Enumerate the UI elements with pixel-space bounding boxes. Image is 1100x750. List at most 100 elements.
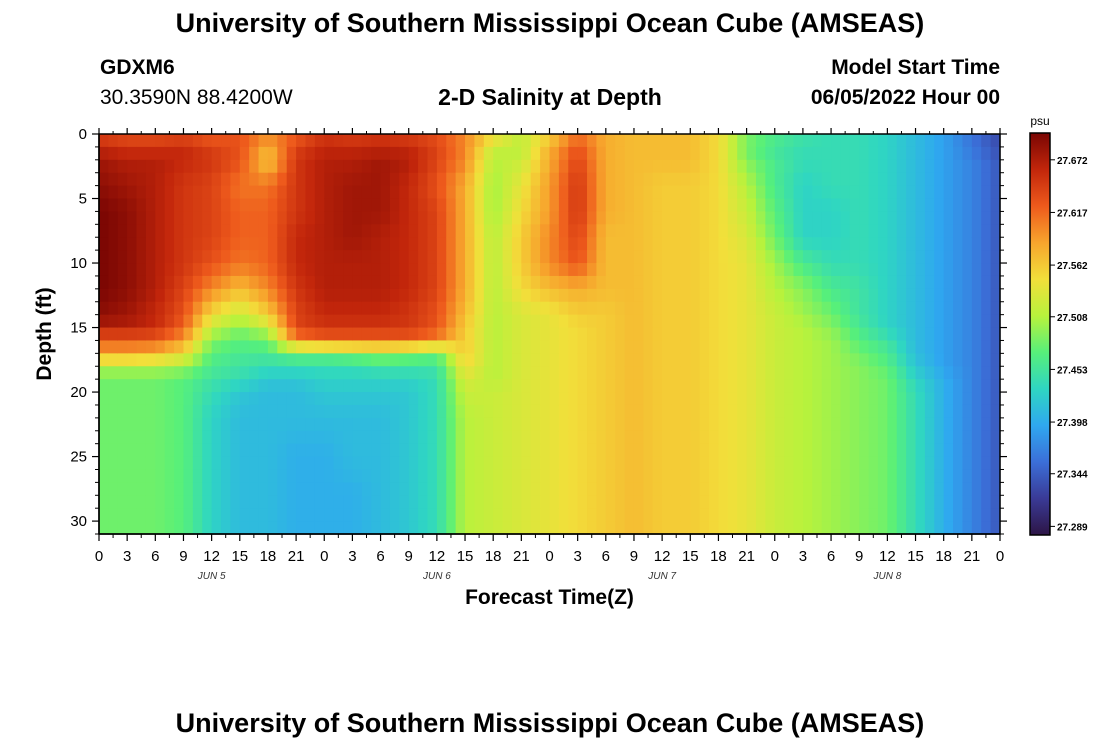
heatmap-cell <box>709 508 720 522</box>
heatmap-cell <box>483 185 494 200</box>
heatmap-cell <box>361 443 372 458</box>
heatmap-cell <box>718 224 729 238</box>
heatmap-cell <box>549 301 560 316</box>
heatmap-cell <box>962 366 973 380</box>
heatmap-cell <box>446 443 457 458</box>
heatmap-cell <box>127 379 138 393</box>
heatmap-cell <box>680 417 691 432</box>
heatmap-cell <box>211 314 222 329</box>
heatmap-cell <box>136 327 147 342</box>
heatmap-cell <box>258 211 269 225</box>
heatmap-cell <box>587 288 598 303</box>
heatmap-cell <box>558 288 569 303</box>
heatmap-cell <box>953 134 964 148</box>
heatmap-cell <box>277 314 288 329</box>
heatmap-cell <box>493 185 504 200</box>
heatmap-cell <box>774 146 785 161</box>
heatmap-cell <box>868 159 879 174</box>
heatmap-cell <box>568 404 579 419</box>
heatmap-cell <box>662 146 673 161</box>
heatmap-cell <box>877 366 888 380</box>
heatmap-cell <box>521 288 532 303</box>
heatmap-cell <box>408 146 419 161</box>
heatmap-cell <box>399 379 410 393</box>
heatmap-cell <box>408 250 419 264</box>
heatmap-cell <box>343 314 354 329</box>
heatmap-cell <box>981 521 992 535</box>
heatmap-cell <box>549 404 560 419</box>
heatmap-cell <box>587 314 598 329</box>
heatmap-cell <box>549 185 560 200</box>
heatmap-cell <box>793 250 804 264</box>
heatmap-cell <box>436 456 447 471</box>
heatmap-cell <box>690 159 701 174</box>
heatmap-cell <box>868 301 879 316</box>
heatmap-cell <box>258 456 269 471</box>
heatmap-cell <box>465 495 476 509</box>
heatmap-cell <box>108 224 119 238</box>
heatmap-cell <box>615 198 626 213</box>
heatmap-cell <box>784 508 795 522</box>
heatmap-cell <box>765 379 776 393</box>
heatmap-cell <box>305 404 316 419</box>
heatmap-cell <box>221 198 231 213</box>
heatmap-cell <box>868 314 879 329</box>
heatmap-cell <box>333 379 344 393</box>
heatmap-cell <box>784 469 795 483</box>
heatmap-cell <box>239 237 250 251</box>
heatmap-cell <box>605 353 616 367</box>
heatmap-cell <box>211 379 222 393</box>
heatmap-cell <box>868 275 879 290</box>
heatmap-cell <box>296 198 307 213</box>
heatmap-cell <box>605 430 616 445</box>
heatmap-cell <box>821 495 832 509</box>
heatmap-cell <box>690 172 701 187</box>
heatmap-cell <box>192 456 203 471</box>
heatmap-cell <box>549 379 560 393</box>
heatmap-cell <box>258 301 269 316</box>
heatmap-cell <box>633 430 644 445</box>
heatmap-cell <box>690 430 701 445</box>
heatmap-cell <box>549 392 560 406</box>
heatmap-cell <box>361 353 372 367</box>
heatmap-cell <box>174 185 185 200</box>
heatmap-cell <box>615 392 626 406</box>
heatmap-cell <box>455 275 466 290</box>
heatmap-cell <box>971 495 982 509</box>
heatmap-cell <box>577 275 588 290</box>
heatmap-cell <box>962 353 973 367</box>
heatmap-cell <box>127 392 138 406</box>
heatmap-cell <box>718 288 729 303</box>
heatmap-cell <box>408 508 419 522</box>
heatmap-cell <box>380 443 391 458</box>
heatmap-cell <box>633 379 644 393</box>
heatmap-cell <box>859 224 870 238</box>
heatmap-cell <box>746 430 757 445</box>
heatmap-cell <box>352 482 363 496</box>
heatmap-cell <box>183 224 194 238</box>
model-start-label: Model Start Time <box>831 56 1000 79</box>
heatmap-cell <box>652 366 663 380</box>
heatmap-cell <box>502 134 513 148</box>
heatmap-cell <box>943 353 954 367</box>
heatmap-cell <box>117 134 128 148</box>
heatmap-cell <box>934 456 945 471</box>
heatmap-cell <box>943 211 954 225</box>
heatmap-cell <box>371 327 382 342</box>
heatmap-cell <box>399 521 410 535</box>
heatmap-cell <box>455 430 466 445</box>
heatmap-cell <box>793 314 804 329</box>
heatmap-cell <box>568 417 579 432</box>
heatmap-cell <box>962 404 973 419</box>
heatmap-cell <box>296 250 307 264</box>
heatmap-cell <box>136 456 147 471</box>
day-label: JUN 6 <box>422 571 451 582</box>
heatmap-cell <box>906 263 917 277</box>
heatmap-cell <box>511 224 522 238</box>
heatmap-cell <box>117 392 128 406</box>
heatmap-cell <box>239 134 250 148</box>
heatmap-cell <box>849 430 860 445</box>
heatmap-cell <box>849 263 860 277</box>
heatmap-cell <box>643 237 654 251</box>
heatmap-cell <box>483 198 494 213</box>
